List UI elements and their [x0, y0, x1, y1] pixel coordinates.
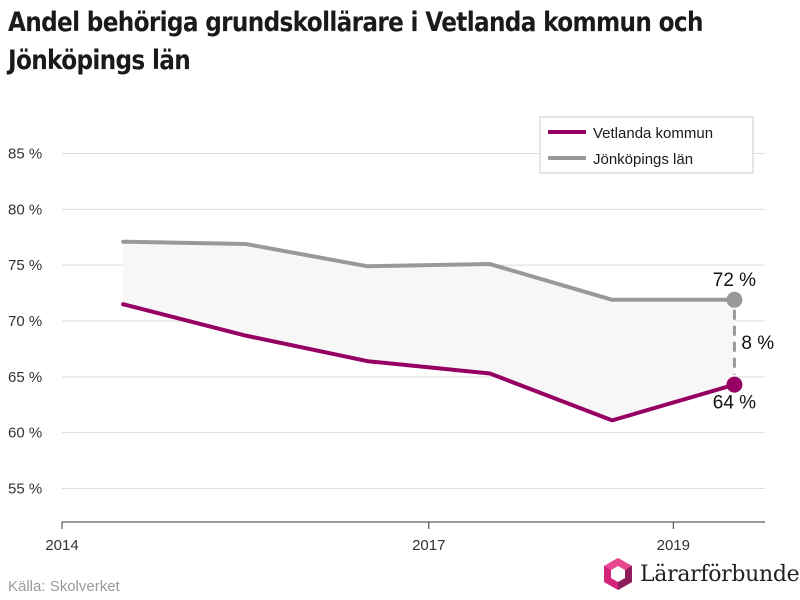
- vetlanda-last-point: [726, 376, 743, 393]
- jonkoping-last-point: [726, 291, 743, 308]
- y-tick-label: 55 %: [8, 481, 42, 498]
- legend-label-vetlanda: Vetlanda kommun: [593, 125, 713, 142]
- x-tick-label: 2019: [657, 537, 690, 554]
- y-tick-label: 65 %: [8, 369, 42, 386]
- brand-name: Lärarförbundet: [640, 561, 800, 587]
- y-tick-label: 85 %: [8, 146, 42, 163]
- chart-title: Andel behöriga grundskollärare i Vetland…: [8, 7, 703, 76]
- x-axis: 2014 2017 2019: [45, 521, 765, 554]
- x-tick-label: 2017: [412, 537, 445, 554]
- lararforbundet-logo-icon: [604, 558, 632, 590]
- series-lines: [121, 239, 737, 423]
- y-tick-label: 70 %: [8, 313, 42, 330]
- y-tick-label: 80 %: [8, 201, 42, 218]
- y-tick-label: 75 %: [8, 257, 42, 274]
- annotations: 72 % 64 % 8 %: [713, 270, 775, 414]
- vetlanda-last-label: 64 %: [713, 393, 756, 414]
- y-axis-ticks: 55 % 60 % 65 % 70 % 75 % 80 % 85 %: [8, 146, 42, 498]
- gap-area: [123, 241, 735, 421]
- series-line-vetlanda: [121, 302, 737, 423]
- legend-label-jonkoping: Jönköpings län: [593, 151, 693, 168]
- source-note: Källa: Skolverket: [8, 578, 120, 595]
- brand-logo: Lärarförbundet: [602, 556, 800, 592]
- series-line-jonkoping: [121, 239, 737, 302]
- y-tick-label: 60 %: [8, 425, 42, 442]
- x-tick-label: 2014: [45, 537, 78, 554]
- jonkoping-last-label: 72 %: [713, 270, 756, 291]
- legend: Vetlanda kommun Jönköpings län: [539, 116, 754, 174]
- difference-label: 8 %: [741, 333, 774, 354]
